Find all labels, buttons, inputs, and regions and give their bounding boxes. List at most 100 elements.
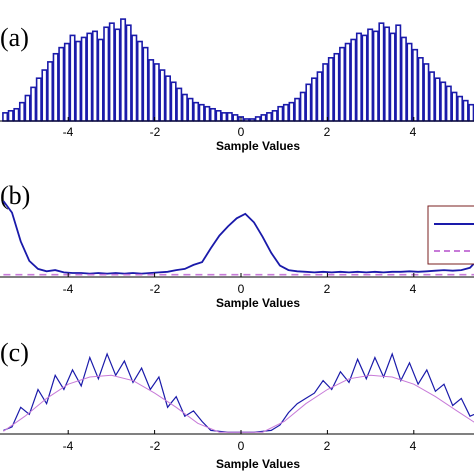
histogram-bar bbox=[458, 97, 462, 121]
histogram-bar bbox=[132, 35, 136, 121]
histogram-bar bbox=[143, 48, 147, 121]
histogram-bar bbox=[149, 60, 153, 121]
panel-b-tick-label: -2 bbox=[150, 282, 161, 296]
histogram-bar bbox=[357, 33, 361, 121]
histogram-bar bbox=[441, 82, 445, 121]
histogram-bar bbox=[70, 35, 74, 121]
histogram-bar bbox=[396, 25, 400, 121]
histogram-bar bbox=[205, 107, 209, 121]
histogram-bar bbox=[87, 33, 91, 121]
panel-c-label: (c) bbox=[0, 338, 29, 367]
histogram-bar bbox=[402, 37, 406, 121]
panel-a-tick-label: 4 bbox=[410, 125, 417, 139]
histogram-bar bbox=[53, 54, 57, 121]
histogram-bar bbox=[379, 23, 383, 121]
panel-b-tick-label: 4 bbox=[410, 282, 417, 296]
histogram-bar bbox=[295, 99, 299, 121]
histogram-bar bbox=[385, 27, 389, 121]
panel-c-tick-label: 4 bbox=[410, 439, 417, 453]
histogram-bar bbox=[306, 84, 310, 121]
histogram-bar bbox=[31, 87, 35, 121]
histogram-bar bbox=[272, 111, 276, 121]
histogram-bar bbox=[166, 76, 170, 121]
histogram-bar bbox=[37, 78, 41, 121]
histogram-bar bbox=[160, 70, 164, 121]
histogram-bar bbox=[115, 29, 119, 121]
panel-b-tick-label: 2 bbox=[324, 282, 331, 296]
histogram-bar bbox=[233, 115, 237, 121]
histogram-bar bbox=[59, 48, 63, 121]
histogram-bar bbox=[155, 64, 159, 121]
histogram-bar bbox=[65, 44, 69, 121]
panel-c-tick-label: 2 bbox=[324, 439, 331, 453]
histogram-bar bbox=[329, 58, 333, 121]
histogram-bar bbox=[228, 113, 232, 121]
histogram-bar bbox=[183, 95, 187, 121]
panel-c-x-axis-label: Sample Values bbox=[216, 457, 300, 471]
histogram-bar bbox=[261, 115, 265, 121]
legend-box bbox=[428, 206, 474, 264]
histogram-bar bbox=[9, 111, 13, 121]
histogram-bar bbox=[267, 113, 271, 121]
panel-b-tick-label: -4 bbox=[63, 282, 74, 296]
panel-b-lines bbox=[3, 201, 474, 275]
histogram-bar bbox=[289, 103, 293, 121]
histogram-bar bbox=[390, 33, 394, 121]
panel-a-tick-label: 0 bbox=[238, 125, 245, 139]
histogram-bar bbox=[104, 27, 108, 121]
panel-b-tick-label: 0 bbox=[238, 282, 245, 296]
histogram-bar bbox=[110, 23, 114, 121]
histogram-bar bbox=[171, 82, 175, 121]
density-line bbox=[3, 201, 474, 274]
panel-c: (c) -4 -2 0 2 4 Sample Values bbox=[0, 338, 474, 471]
histogram-bar bbox=[42, 70, 46, 121]
histogram-bar bbox=[345, 44, 349, 121]
panel-a-tick-label: -2 bbox=[150, 125, 161, 139]
histogram-bar bbox=[48, 62, 52, 121]
histogram-bar bbox=[312, 78, 316, 121]
histogram-bar bbox=[374, 31, 378, 121]
histogram-bar bbox=[76, 42, 80, 121]
panel-b-x-axis-label: Sample Values bbox=[216, 296, 300, 310]
histogram-bar bbox=[317, 72, 321, 121]
panel-b-legend bbox=[428, 206, 474, 264]
envelope-line bbox=[3, 375, 474, 432]
histogram-bar bbox=[126, 25, 130, 121]
histogram-bar bbox=[284, 105, 288, 121]
histogram-bar bbox=[463, 101, 467, 121]
histogram-bar bbox=[121, 19, 125, 121]
histogram-bar bbox=[447, 86, 451, 121]
histogram-bar bbox=[256, 117, 260, 121]
histogram-bar bbox=[368, 29, 372, 121]
histogram-bar bbox=[430, 72, 434, 121]
panel-c-tick-label: -4 bbox=[63, 439, 74, 453]
histogram-bar bbox=[177, 88, 181, 121]
histogram-bar bbox=[93, 31, 97, 121]
panel-c-lines bbox=[3, 354, 474, 432]
histogram-bar bbox=[362, 35, 366, 121]
panel-a-tick-label: 2 bbox=[324, 125, 331, 139]
histogram-bar bbox=[20, 103, 24, 121]
histogram-bar bbox=[278, 107, 282, 121]
histogram-bar bbox=[194, 103, 198, 121]
panel-c-tick-label: 0 bbox=[238, 439, 245, 453]
histogram-bar bbox=[25, 96, 29, 121]
signal-line bbox=[3, 354, 474, 432]
histogram-bar bbox=[222, 113, 226, 121]
panel-a: (a) -4 -2 0 2 4 Sample Values bbox=[0, 19, 474, 153]
histogram-bar bbox=[424, 64, 428, 121]
panel-a-label: (a) bbox=[0, 23, 29, 52]
panel-a-bars bbox=[3, 19, 474, 121]
panel-a-x-axis-label: Sample Values bbox=[216, 139, 300, 153]
histogram-bar bbox=[188, 99, 192, 121]
panel-b: (b) -4 -2 0 2 4 Sample Values bbox=[0, 181, 474, 310]
histogram-bar bbox=[211, 109, 215, 121]
histogram-bar bbox=[323, 64, 327, 121]
histogram-bar bbox=[216, 111, 220, 121]
histogram-bar bbox=[419, 58, 423, 121]
histogram-bar bbox=[14, 109, 18, 121]
histogram-bar bbox=[138, 42, 142, 121]
panel-c-ticks bbox=[68, 430, 414, 434]
histogram-bar bbox=[199, 105, 203, 121]
